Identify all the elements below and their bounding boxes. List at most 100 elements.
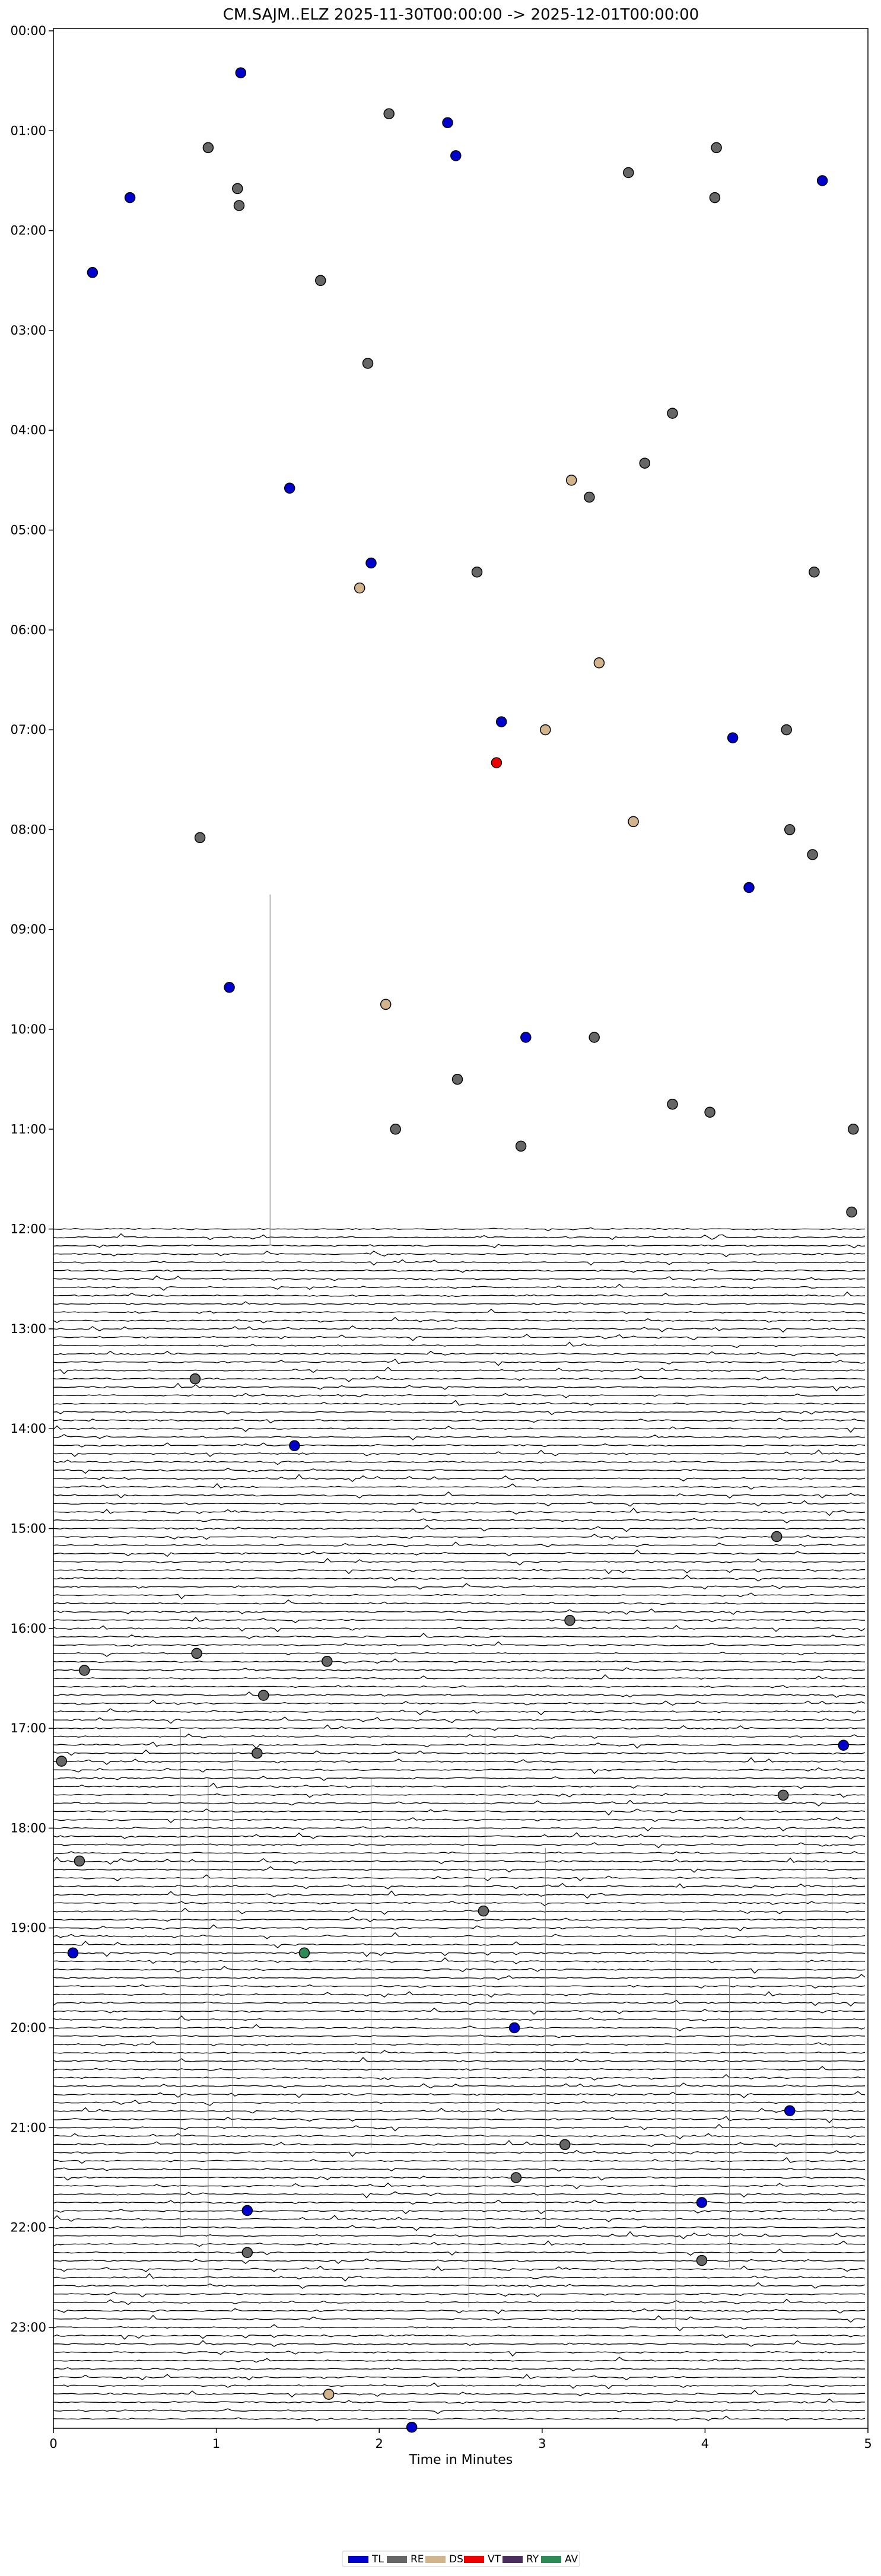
trace-line xyxy=(53,2149,866,2157)
trace-line xyxy=(53,2215,866,2222)
y-tick-label: 21:00 xyxy=(10,2120,46,2135)
trace-line xyxy=(53,1882,866,1890)
event-marker-vt xyxy=(491,757,502,768)
event-marker-tl xyxy=(365,557,377,569)
event-marker-re xyxy=(56,1756,67,1767)
trace-line xyxy=(53,2034,866,2038)
trace-line xyxy=(53,2415,866,2421)
legend-swatch-ds xyxy=(425,2556,446,2563)
trace-line xyxy=(53,2008,866,2015)
trace-line xyxy=(53,1757,866,1765)
trace-line xyxy=(53,1716,866,1724)
trace-line xyxy=(53,1534,866,1540)
trace-line xyxy=(53,2249,866,2256)
trace-line xyxy=(53,2314,866,2323)
event-marker-re xyxy=(667,1098,678,1110)
event-marker-re xyxy=(362,358,374,369)
legend-swatch-av xyxy=(541,2556,561,2563)
trace-line xyxy=(53,1459,866,1465)
x-tick-label: 4 xyxy=(701,2437,709,2451)
event-marker-tl xyxy=(67,1947,79,1959)
event-marker-ds xyxy=(565,475,577,486)
trace-line xyxy=(53,2356,866,2363)
trace-line xyxy=(53,1468,866,1474)
trace-line xyxy=(53,2382,866,2390)
event-marker-re xyxy=(711,142,722,154)
event-marker-re xyxy=(709,192,721,203)
legend-label-ds: DS xyxy=(449,2553,463,2565)
event-marker-tl xyxy=(743,882,755,893)
y-tick-label: 08:00 xyxy=(10,822,46,837)
event-marker-ds xyxy=(628,816,639,828)
trace-line xyxy=(53,1334,866,1341)
event-marker-re xyxy=(471,566,483,578)
legend: TL RE DS VT RY AV xyxy=(342,2550,580,2567)
trace-line xyxy=(53,2340,866,2347)
trace-line xyxy=(53,2157,866,2164)
trace-line xyxy=(53,2324,866,2332)
y-tick-label: 11:00 xyxy=(10,1122,46,1136)
trace-line xyxy=(53,1708,866,1716)
trace-line xyxy=(53,1941,866,1948)
trace-line xyxy=(53,1856,866,1865)
trace-line xyxy=(53,1250,866,1257)
trace-line xyxy=(53,2367,866,2371)
event-marker-tl xyxy=(87,267,98,278)
trace-line xyxy=(53,2074,866,2081)
trace-line xyxy=(53,1508,866,1516)
legend-label-ry: RY xyxy=(526,2553,539,2565)
trace-line xyxy=(53,1991,866,1998)
plot-frame xyxy=(53,28,869,2429)
trace-line xyxy=(53,2225,866,2231)
trace-line xyxy=(53,2015,866,2022)
trace-line xyxy=(53,2199,866,2205)
y-tick-label: 10:00 xyxy=(10,1022,46,1036)
event-marker-tl xyxy=(450,150,462,161)
y-tick-label: 16:00 xyxy=(10,1621,46,1636)
trace-line xyxy=(53,1782,866,1789)
event-marker-tl xyxy=(784,2105,796,2116)
event-marker-tl xyxy=(495,716,507,727)
y-tick-label: 18:00 xyxy=(10,1821,46,1835)
trace-line xyxy=(53,1518,866,1524)
trace-line xyxy=(53,1951,866,1957)
trace-line xyxy=(53,2265,866,2272)
event-marker-tl xyxy=(696,2197,708,2208)
trace-line xyxy=(53,1425,866,1433)
trace-line xyxy=(53,2140,866,2147)
y-tick-label: 19:00 xyxy=(10,1921,46,1935)
y-tick-label: 01:00 xyxy=(10,123,46,138)
trace-line xyxy=(53,1483,865,1490)
trace-line xyxy=(53,2282,866,2289)
event-marker-re xyxy=(781,724,792,736)
trace-line xyxy=(53,1826,866,1831)
trace-line xyxy=(53,1957,866,1964)
trace-line xyxy=(53,1900,866,1906)
legend-label-av: AV xyxy=(565,2553,578,2565)
legend-swatch-tl xyxy=(348,2556,368,2563)
trace-line xyxy=(53,2123,866,2132)
y-tick-label: 14:00 xyxy=(10,1421,46,1436)
trace-line xyxy=(53,1808,866,1816)
trace-line xyxy=(53,1325,866,1333)
trace-line xyxy=(53,2273,866,2282)
event-marker-re xyxy=(194,832,206,844)
y-tick-label: 05:00 xyxy=(10,523,46,538)
trace-line xyxy=(53,2176,866,2181)
trace-line xyxy=(53,1341,866,1349)
event-marker-re xyxy=(451,1073,463,1085)
x-tick-label: 3 xyxy=(538,2437,546,2451)
y-tick-label: 20:00 xyxy=(10,2021,46,2035)
trace-line xyxy=(53,2191,866,2199)
event-marker-tl xyxy=(727,732,739,743)
x-axis: 0 1 2 3 4 5 xyxy=(49,2428,872,2451)
trace-line xyxy=(53,2066,866,2071)
trace-line xyxy=(53,1291,866,1297)
event-marker-re xyxy=(515,1140,527,1152)
trace-line xyxy=(53,1316,866,1324)
trace-line xyxy=(53,1575,866,1582)
trace-line xyxy=(53,2133,866,2139)
trace-line xyxy=(53,1392,866,1398)
trace-line xyxy=(53,1350,866,1356)
y-tick-label: 04:00 xyxy=(10,423,46,437)
